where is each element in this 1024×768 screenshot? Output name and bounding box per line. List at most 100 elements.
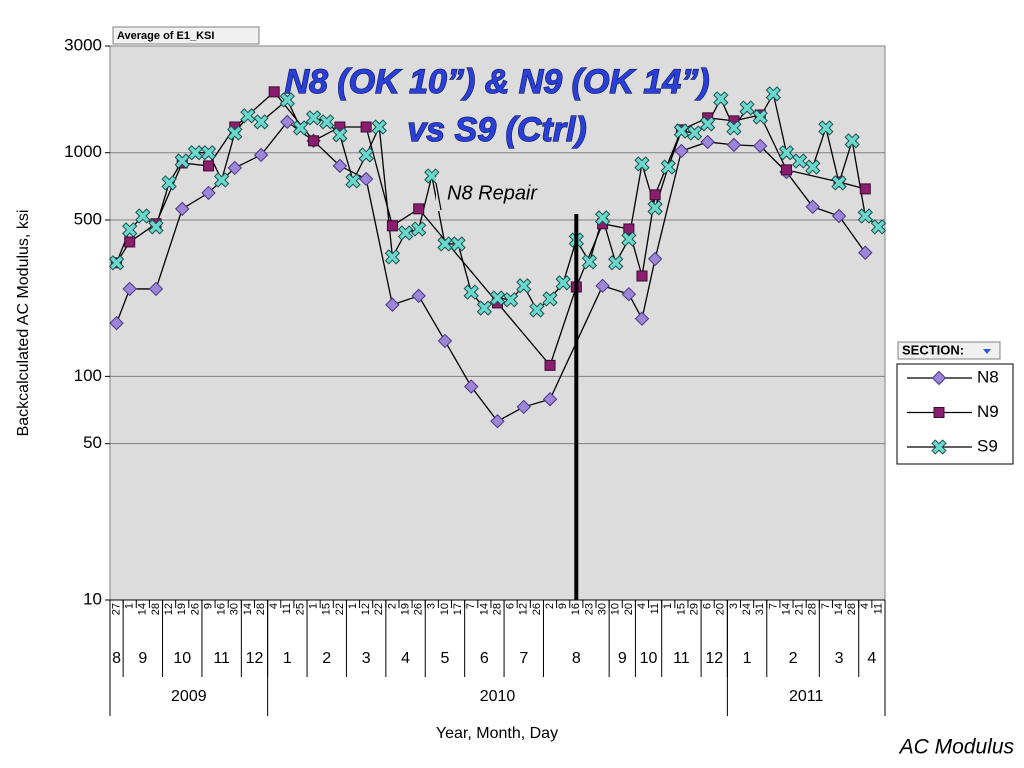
marker-diamond (634, 311, 650, 326)
month-label: 4 (401, 650, 410, 667)
marker-x (345, 173, 361, 189)
marker-x (450, 236, 466, 252)
marker-x (411, 221, 427, 237)
month-label: 7 (519, 650, 528, 667)
marker-x (647, 200, 663, 216)
marker-diamond (647, 251, 663, 267)
marker-x (332, 127, 348, 143)
x-tick-label: 20 (715, 603, 727, 615)
month-label: 12 (705, 650, 723, 667)
x-tick-label: 16 (570, 603, 582, 615)
month-label: 1 (283, 650, 292, 667)
marker-x (174, 153, 190, 169)
month-label: 1 (743, 650, 752, 667)
marker-diamond (358, 171, 374, 187)
x-tick-label: 27 (110, 603, 122, 615)
x-tick-label: 2 (544, 603, 556, 609)
marker-diamond (201, 185, 216, 201)
x-tick-label: 30 (229, 603, 241, 615)
marker-x (240, 108, 256, 124)
marker-x (305, 110, 322, 126)
x-tick-label: 28 (491, 603, 503, 615)
marker-x (135, 208, 151, 224)
x-tick-label: 25 (294, 603, 306, 615)
x-tick-label: 28 (255, 603, 267, 615)
x-tick-label: 3 (728, 603, 740, 609)
marker-x (502, 292, 519, 308)
x-tick-label: 15 (675, 603, 687, 615)
x-tick-label: 10 (610, 603, 622, 615)
marker-x (424, 168, 440, 184)
y-axis-label: Backcalculated AC Modulus, ksi (15, 210, 32, 437)
x-tick-label: 21 (794, 603, 806, 615)
year-label: 2009 (171, 688, 207, 705)
marker-square (386, 220, 398, 232)
legend-label: N9 (977, 402, 999, 421)
marker-diamond (674, 143, 689, 159)
x-tick-label: 12 (163, 603, 175, 615)
x-tick-label: 14 (833, 603, 845, 615)
marker-x (319, 114, 335, 130)
month-label: 5 (441, 650, 450, 667)
marker-diamond (411, 288, 426, 304)
marker-diamond (805, 199, 820, 215)
marker-x (161, 175, 177, 191)
marker-x (857, 208, 873, 224)
legend-field-button[interactable] (897, 341, 1001, 360)
x-tick-label: 11 (649, 603, 661, 614)
marker-diamond (280, 114, 295, 130)
month-label: 11 (673, 650, 690, 667)
marker-x (371, 119, 387, 135)
pivot-field-button[interactable] (112, 26, 260, 45)
marker-x (726, 120, 742, 136)
marker-x (870, 219, 887, 235)
marker-diamond (700, 134, 715, 150)
month-label: 10 (173, 650, 191, 667)
marker-x (529, 302, 545, 318)
marker-x (778, 145, 795, 161)
dropdown-arrow[interactable] (983, 349, 991, 354)
annotation-box (436, 177, 566, 211)
month-label: 12 (246, 650, 264, 667)
marker-diamond (726, 137, 742, 153)
marker-x (791, 153, 808, 169)
marker-diamond (227, 160, 242, 176)
marker-x (384, 249, 401, 265)
chart-title-line: vs S9 (Ctrl) (407, 111, 587, 149)
marker-square (203, 160, 215, 172)
marker-x (516, 278, 532, 294)
marker-diamond (858, 245, 873, 260)
marker-square (413, 203, 425, 215)
year-label: 2010 (480, 688, 516, 705)
x-tick-label: 15 (321, 603, 333, 615)
title-group: N8 (OK 10”) & N9 (OK 14”) vs S9 (Ctrl) (284, 62, 710, 149)
x-tick-label: 26 (413, 603, 425, 615)
x-tick-label: 6 (702, 603, 714, 609)
x-tick-label: 28 (846, 603, 858, 615)
marker-x (713, 91, 729, 107)
marker-diamond (516, 399, 531, 415)
x-tick-label: 1 (347, 603, 359, 609)
x-tick-label: 17 (452, 603, 464, 615)
marker-diamond (490, 414, 505, 429)
marker-square (360, 121, 372, 133)
annotation-leader (435, 182, 442, 211)
x-tick-label: 19 (399, 603, 411, 615)
marker-diamond (831, 208, 847, 224)
month-label: 2 (789, 650, 798, 667)
marker-x (673, 123, 690, 139)
x-tick-label: 26 (189, 603, 201, 615)
x-tick-label: 3 (426, 603, 438, 609)
month-label: 8 (112, 650, 121, 667)
x-tick-label: 12 (518, 603, 530, 615)
marker-x (437, 236, 453, 252)
x-tick-label: 30 (596, 603, 608, 615)
marker-x (818, 120, 834, 136)
x-tick-label: 14 (780, 603, 792, 615)
x-tick-label: 11 (281, 603, 293, 614)
month-label: 2 (322, 650, 331, 667)
x-tick-label: 23 (583, 603, 595, 615)
x-tick-label: 1 (124, 603, 136, 609)
month-label: 6 (480, 650, 489, 667)
